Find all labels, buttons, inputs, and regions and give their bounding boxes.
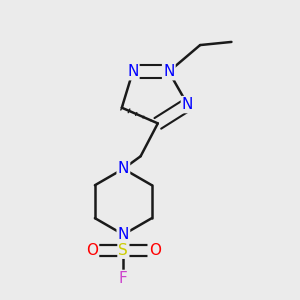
Text: N: N xyxy=(118,227,129,242)
Text: S: S xyxy=(118,243,128,258)
Text: N: N xyxy=(127,64,139,79)
Text: O: O xyxy=(86,243,98,258)
Text: O: O xyxy=(149,243,161,258)
Text: F: F xyxy=(119,271,128,286)
Text: N: N xyxy=(163,64,175,79)
Text: N: N xyxy=(182,97,193,112)
Text: N: N xyxy=(118,161,129,176)
